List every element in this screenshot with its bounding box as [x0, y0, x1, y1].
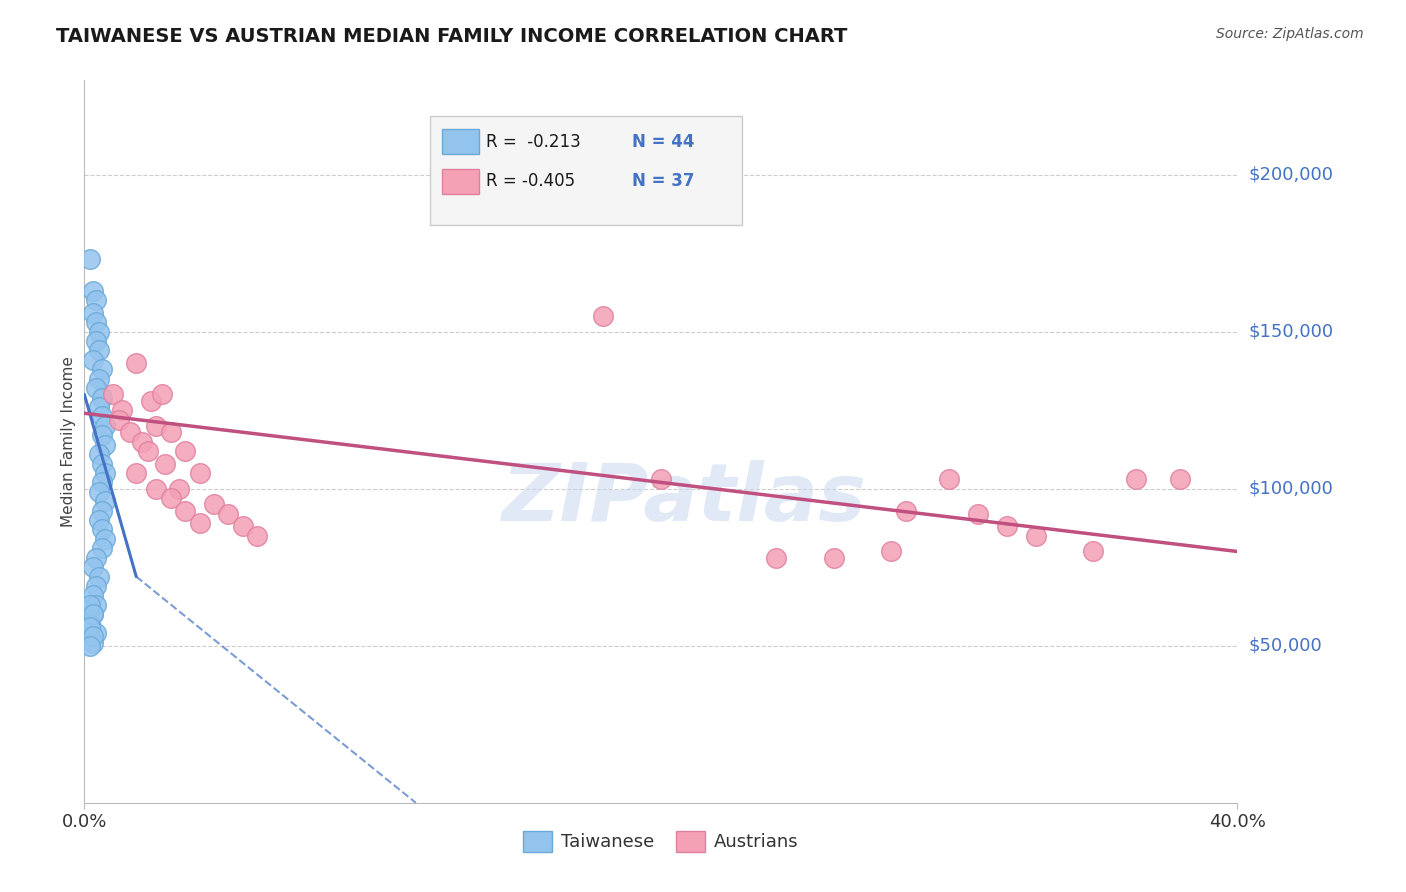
Point: [125, 466, 148, 480]
Point: [82, 589, 104, 603]
Point: [995, 519, 1018, 533]
Point: [139, 393, 162, 408]
Point: [120, 425, 142, 439]
Point: [131, 434, 153, 449]
Point: [79, 616, 101, 631]
Point: [145, 482, 167, 496]
Point: [90, 409, 112, 424]
Point: [188, 516, 211, 531]
Point: [880, 544, 903, 558]
Point: [125, 356, 148, 370]
Point: [84, 598, 107, 612]
Point: [79, 639, 101, 653]
Point: [82, 284, 104, 298]
Text: Source: ZipAtlas.com: Source: ZipAtlas.com: [1216, 27, 1364, 41]
Point: [145, 418, 167, 433]
Point: [650, 472, 672, 486]
Text: R = -0.405: R = -0.405: [485, 172, 575, 190]
Point: [79, 598, 101, 612]
Point: [174, 503, 197, 517]
Point: [84, 550, 107, 565]
Point: [82, 560, 104, 574]
Point: [84, 293, 107, 308]
Point: [82, 352, 104, 367]
Point: [188, 466, 211, 480]
Point: [84, 315, 107, 329]
FancyBboxPatch shape: [441, 169, 478, 194]
Point: [938, 472, 960, 486]
Point: [169, 482, 191, 496]
Point: [87, 513, 110, 527]
Text: R =  -0.213: R = -0.213: [485, 133, 581, 151]
Point: [84, 381, 107, 395]
Point: [93, 532, 115, 546]
Point: [1025, 529, 1047, 543]
Point: [82, 607, 104, 622]
Point: [84, 334, 107, 348]
Point: [82, 629, 104, 643]
Point: [87, 400, 110, 414]
Point: [90, 362, 112, 376]
Point: [87, 447, 110, 461]
Point: [202, 497, 225, 511]
Point: [87, 569, 110, 583]
Point: [150, 387, 173, 401]
Point: [82, 306, 104, 320]
Point: [1168, 472, 1191, 486]
Text: $200,000: $200,000: [1249, 166, 1333, 184]
Point: [90, 457, 112, 471]
Text: ZIPatlas: ZIPatlas: [502, 460, 866, 539]
Point: [87, 325, 110, 339]
Point: [174, 444, 197, 458]
Point: [90, 541, 112, 556]
Point: [160, 491, 183, 505]
FancyBboxPatch shape: [430, 116, 741, 225]
Text: $50,000: $50,000: [1249, 637, 1322, 655]
Point: [90, 391, 112, 405]
Point: [87, 484, 110, 499]
Point: [87, 372, 110, 386]
Point: [153, 457, 176, 471]
FancyBboxPatch shape: [441, 129, 478, 154]
Point: [79, 252, 101, 267]
Point: [232, 519, 254, 533]
Point: [84, 626, 107, 640]
Point: [84, 579, 107, 593]
Point: [87, 343, 110, 358]
Point: [90, 475, 112, 490]
Point: [93, 466, 115, 480]
Text: $100,000: $100,000: [1249, 480, 1333, 498]
Point: [592, 309, 614, 323]
Point: [108, 412, 131, 426]
Point: [93, 494, 115, 508]
Point: [93, 418, 115, 433]
Point: [82, 607, 104, 622]
Point: [967, 507, 990, 521]
Point: [1083, 544, 1105, 558]
Y-axis label: Median Family Income: Median Family Income: [60, 356, 76, 527]
Text: $150,000: $150,000: [1249, 323, 1333, 341]
Point: [160, 425, 183, 439]
Point: [894, 503, 917, 517]
Point: [103, 387, 124, 401]
Text: N = 37: N = 37: [633, 172, 695, 190]
Point: [218, 507, 240, 521]
Point: [90, 503, 112, 517]
Legend: Taiwanese, Austrians: Taiwanese, Austrians: [516, 823, 806, 859]
Point: [111, 403, 134, 417]
Point: [93, 438, 115, 452]
Point: [246, 529, 269, 543]
Text: TAIWANESE VS AUSTRIAN MEDIAN FAMILY INCOME CORRELATION CHART: TAIWANESE VS AUSTRIAN MEDIAN FAMILY INCO…: [56, 27, 848, 45]
Point: [82, 635, 104, 649]
Text: N = 44: N = 44: [633, 133, 695, 151]
Point: [90, 428, 112, 442]
Point: [79, 620, 101, 634]
Point: [765, 550, 787, 565]
Point: [136, 444, 159, 458]
Point: [823, 550, 845, 565]
Point: [90, 523, 112, 537]
Point: [1125, 472, 1147, 486]
